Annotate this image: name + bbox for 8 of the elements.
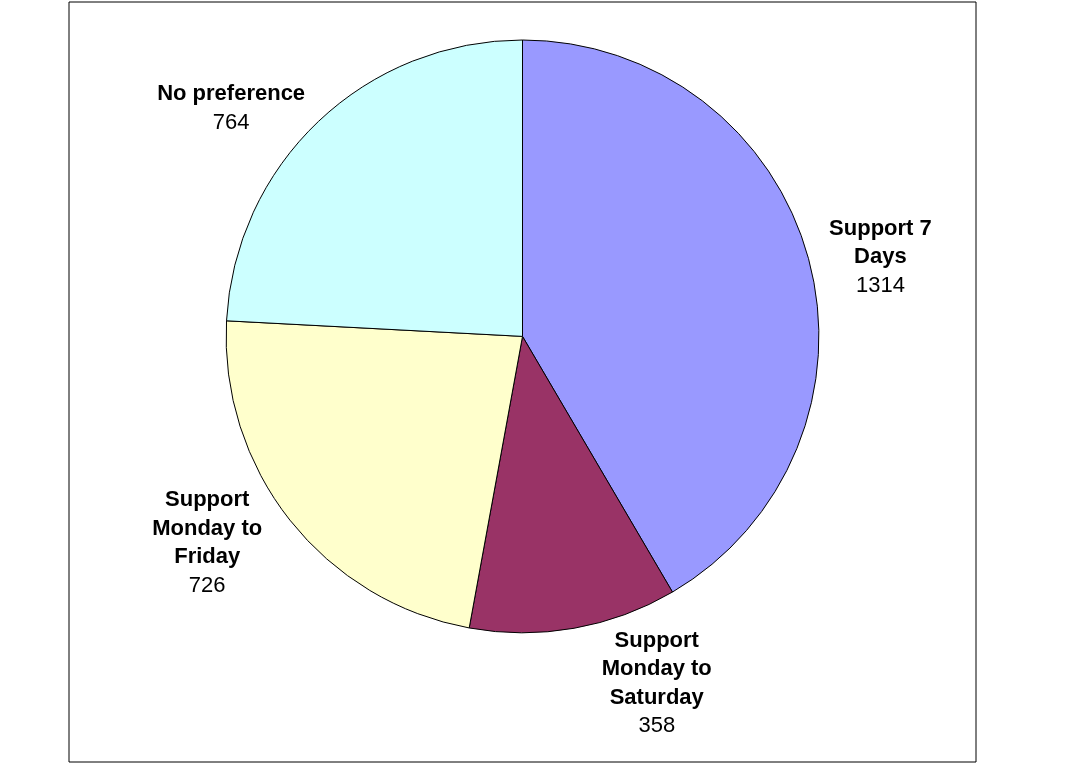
slice-label: Support 7 Days <box>829 214 932 269</box>
data-label: 1314 <box>855 271 905 297</box>
slice-label: Support Monday to Friday <box>152 486 263 569</box>
data-label: 726 <box>188 571 226 597</box>
data-label: 764 <box>212 109 250 135</box>
slice-label: Support Monday to Saturday <box>601 626 712 709</box>
slice-label: No preference <box>157 80 306 106</box>
data-label: 358 <box>638 712 676 738</box>
